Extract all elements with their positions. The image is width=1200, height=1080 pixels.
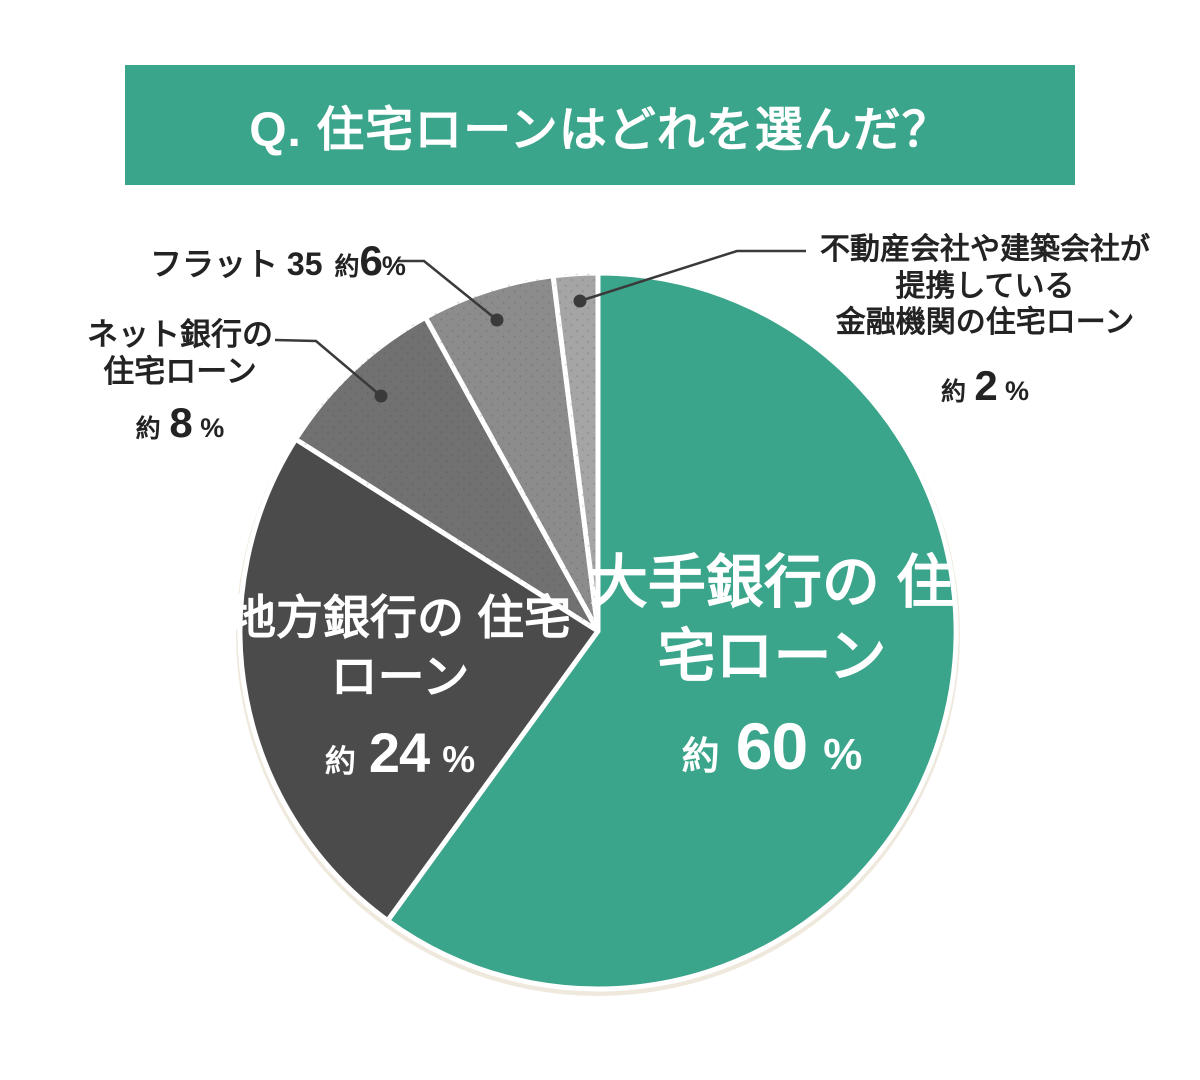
callout-text: 住宅ローン [103,354,257,390]
callout-text: 金融機関の住宅ローン [835,306,1135,340]
percent-unit: % [381,251,406,281]
leader-net-bank-dot [374,389,388,403]
percent-unit: % [442,739,476,781]
page-title: Q. 住宅ローンはどれを選んだ？ [249,104,951,157]
slice-percent: 約 8 % [55,398,305,448]
approx-prefix: 約 [334,253,360,281]
approx-prefix: 約 [324,744,356,780]
percent-value: 24 [368,721,430,785]
pie-slice-texture-4 [553,272,598,631]
leader-flat35-dot [490,313,504,327]
leader-affiliated-line [579,249,806,303]
pie-slice-texture-3 [425,275,598,631]
callout-text: ネット銀行の [87,317,273,352]
callout-text: 不動産会社や建築会社が [820,233,1150,266]
approx-prefix: 約 [940,377,966,406]
percent-value: 6 [359,237,383,284]
percent-unit: % [200,413,225,444]
slice-percent: 約 60 % [572,704,972,788]
leader-affiliated-dot [573,294,587,308]
approx-prefix: 約 [135,415,161,444]
leader-flat35-line [398,259,498,321]
percent-unit: % [823,730,863,780]
percent-value: 8 [169,399,192,447]
percent-value: 2 [974,361,997,409]
slice-label-major-bank: 大手銀行の 住宅ローン 約 60 % [572,546,972,789]
pie-slice-1 [237,436,601,924]
pie-slice-0 [385,270,959,992]
approx-prefix: 約 [681,736,720,779]
percent-unit: % [1005,375,1030,406]
slice-label-line: 住宅ローン [330,591,572,704]
slice-label-regional-bank: 地方銀行の 住宅ローン 約 24 % [215,588,585,789]
percent-value: 60 [735,709,808,784]
slice-label-line: 住宅ローン [657,550,955,690]
slice-percent: 約6% [334,237,406,284]
callout-affiliated-loan: 不動産会社や建築会社が 提携している 金融機関の住宅ローン 約 2 % [798,232,1172,411]
callout-net-bank: ネット銀行の 住宅ローン 約 8 % [55,316,305,449]
leader-net-bank-line [274,338,382,397]
question-banner: Q. 住宅ローンはどれを選んだ？ [125,65,1075,185]
callout-text: 提携している [895,269,1075,303]
pie-slice-texture-2 [295,317,598,631]
slice-label-line: 地方銀行の [228,591,464,644]
slice-label-line: 大手銀行の [589,550,880,615]
callout-text: フラット 35 [150,246,323,282]
slice-percent: 約 2 % [798,360,1172,411]
callout-flat35: フラット 35 約6% [150,236,406,286]
slice-percent: 約 24 % [215,718,585,789]
